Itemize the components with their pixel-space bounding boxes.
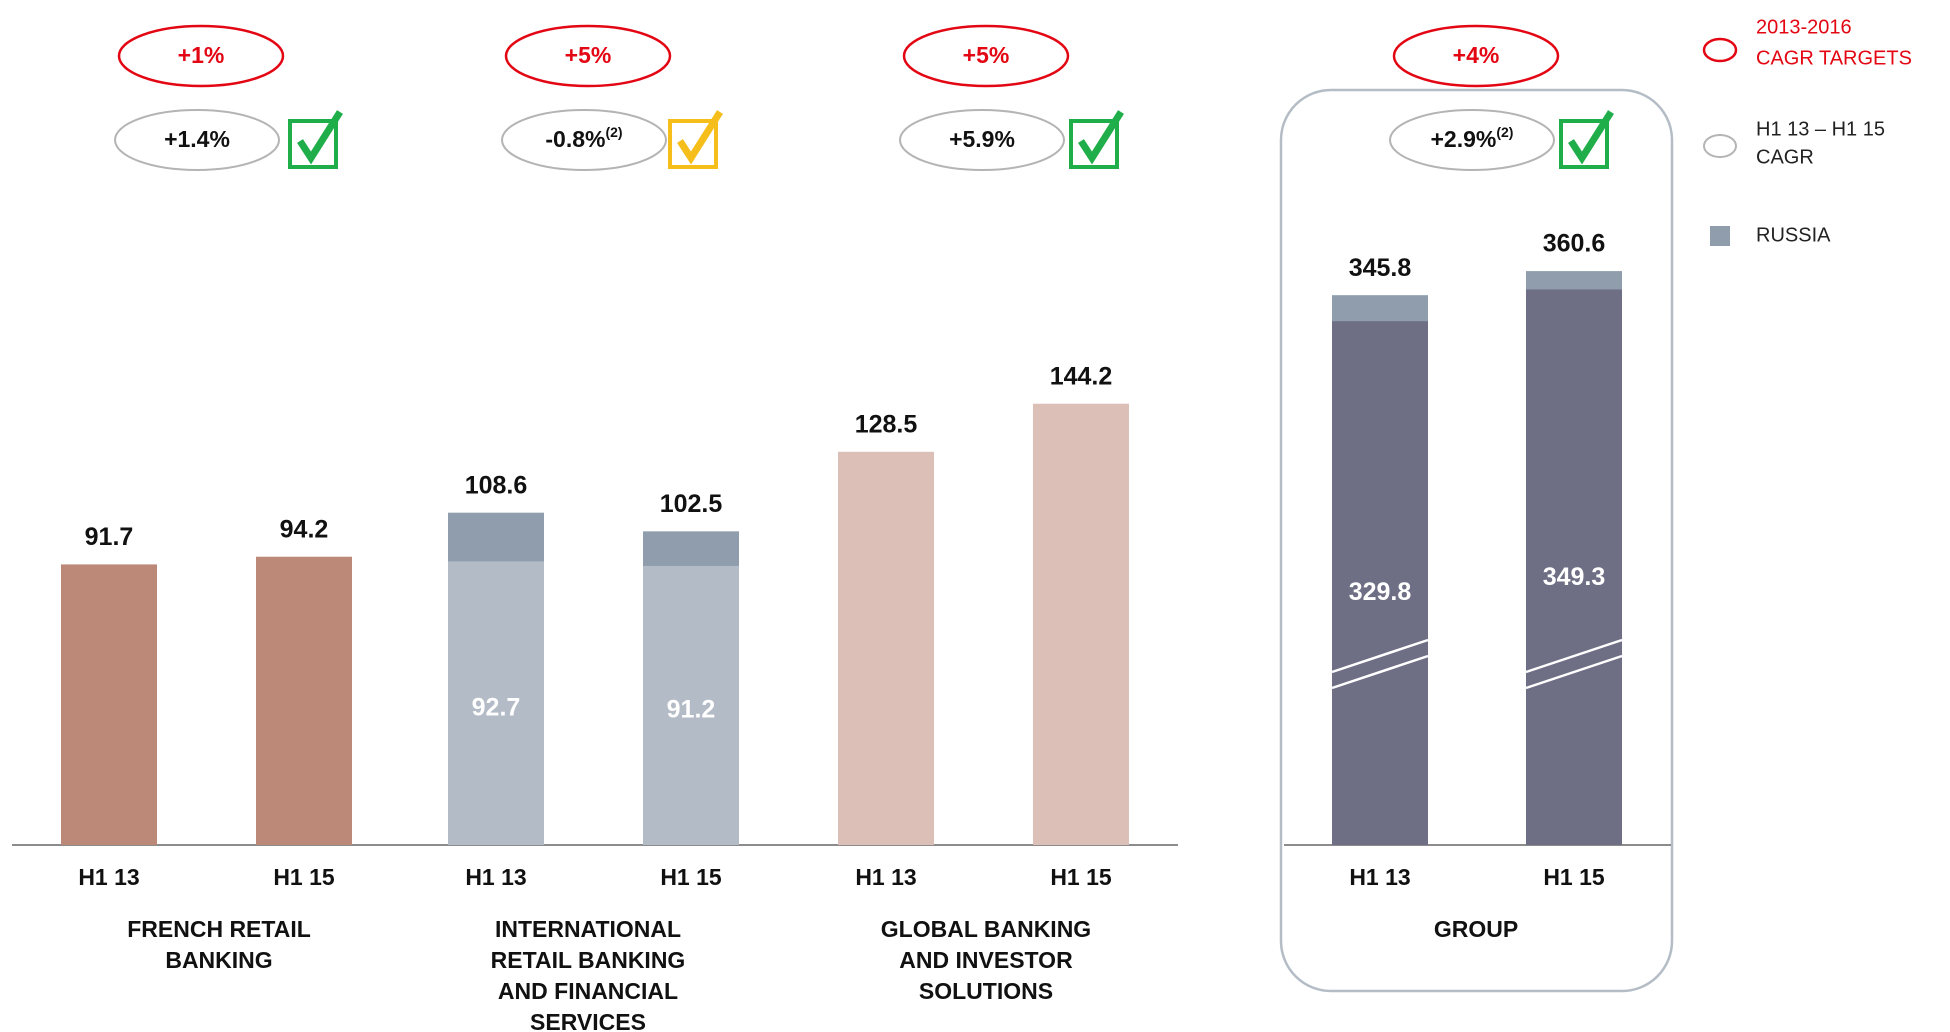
bar-base (448, 561, 544, 845)
cagr-label: +5.9% (949, 126, 1015, 152)
base-label: 349.3 (1543, 563, 1606, 591)
base-label: 92.7 (472, 693, 521, 721)
total-label: 94.2 (280, 515, 329, 543)
panel-name: BANKING (165, 947, 272, 973)
check-box (1559, 119, 1609, 169)
total-label: 360.6 (1543, 230, 1606, 258)
target-label: +1% (178, 42, 225, 68)
check-box (288, 119, 338, 169)
cagr-label: -0.8%(2) (545, 124, 622, 152)
bar-base (1526, 289, 1622, 845)
check-mark (677, 110, 723, 165)
period-label: H1 13 (78, 864, 139, 890)
panel-name: SERVICES (530, 1009, 646, 1032)
total-label: 102.5 (660, 490, 723, 518)
target-oval (504, 24, 672, 88)
legend-label: RUSSIA (1756, 224, 1831, 246)
target-label: +5% (565, 42, 612, 68)
legend-swatch (1710, 226, 1730, 246)
base-label: 91.2 (667, 696, 716, 724)
total-label: 144.2 (1050, 362, 1113, 390)
bar (61, 564, 157, 845)
panel-name: AND FINANCIAL (498, 978, 678, 1004)
panel-name: RETAIL BANKING (491, 947, 686, 973)
check-box (668, 119, 718, 169)
cagr-oval (114, 109, 280, 171)
target-label: +4% (1453, 42, 1500, 68)
cagr-value: +5.9% (949, 126, 1015, 152)
check-mark (1568, 110, 1614, 165)
period-label: H1 15 (660, 864, 722, 890)
check-mark (1078, 110, 1124, 165)
period-label: H1 15 (273, 864, 335, 890)
target-oval (902, 24, 1070, 88)
panel-name: GLOBAL BANKING (881, 916, 1091, 942)
panel-name: INTERNATIONAL (495, 916, 681, 942)
legend-target-oval (1702, 37, 1738, 63)
panel-name: GROUP (1434, 916, 1518, 942)
cagr-note: (2) (1496, 124, 1513, 140)
base-label: 329.8 (1349, 578, 1412, 606)
period-label: H1 13 (855, 864, 916, 890)
panel-name: AND INVESTOR (899, 947, 1073, 973)
group-frame (1279, 88, 1674, 993)
bar-base (1332, 321, 1428, 846)
legend-label: H1 13 – H1 15 (1756, 118, 1885, 140)
legend-label: CAGR (1756, 146, 1814, 168)
panel-name: FRENCH RETAIL (127, 916, 311, 942)
period-label: H1 15 (1543, 864, 1605, 890)
axis-break (1331, 654, 1429, 690)
cagr-label: +2.9%(2) (1431, 124, 1514, 152)
check-mark (297, 110, 343, 165)
axis-break (1525, 638, 1623, 674)
legend-label: 2013-2016 (1756, 16, 1852, 38)
legend-cagr-oval (1703, 134, 1737, 158)
cagr-value: +2.9% (1431, 126, 1497, 152)
period-label: H1 15 (1050, 864, 1112, 890)
check-box (1069, 119, 1119, 169)
axis-break (1525, 654, 1623, 690)
bar (838, 451, 934, 845)
target-label: +5% (963, 42, 1010, 68)
bar-base (643, 565, 739, 845)
cagr-oval (501, 109, 667, 171)
cagr-oval (1389, 109, 1555, 171)
axis-break (1331, 638, 1429, 674)
cagr-oval (899, 109, 1065, 171)
target-oval (1392, 24, 1560, 88)
panel-name: SOLUTIONS (919, 978, 1053, 1004)
cagr-value: +1.4% (164, 126, 230, 152)
period-label: H1 13 (1349, 864, 1410, 890)
bar (256, 556, 352, 845)
cagr-label: +1.4% (164, 126, 230, 152)
total-label: 91.7 (85, 523, 134, 551)
bar (1033, 403, 1129, 845)
target-oval (117, 24, 285, 88)
cagr-note: (2) (605, 124, 622, 140)
period-label: H1 13 (465, 864, 526, 890)
legend-label: CAGR TARGETS (1756, 47, 1912, 69)
cagr-value: -0.8% (545, 126, 605, 152)
total-label: 108.6 (465, 471, 528, 499)
total-label: 128.5 (855, 410, 918, 438)
total-label: 345.8 (1349, 254, 1412, 282)
